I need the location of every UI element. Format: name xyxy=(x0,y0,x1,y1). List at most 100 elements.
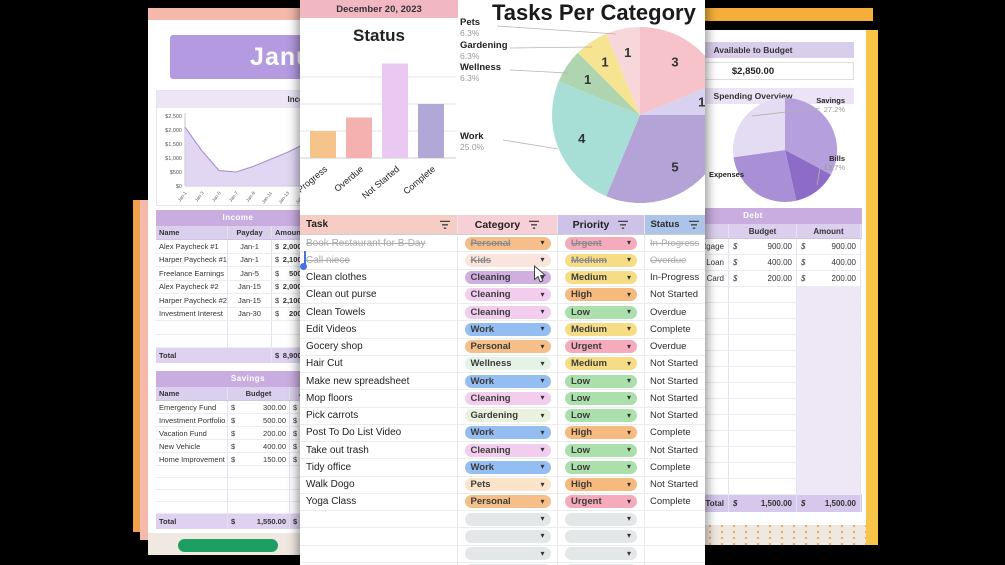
filter-icon[interactable] xyxy=(617,220,629,230)
category-pill[interactable]: Personal ▾ xyxy=(464,495,551,509)
debt-amount-cell xyxy=(797,319,861,334)
status-cell xyxy=(645,546,705,562)
pie-slice-Wellness xyxy=(558,52,640,115)
debt-amount-cell xyxy=(797,287,861,302)
filter-icon[interactable] xyxy=(528,220,540,230)
priority-pill[interactable]: High ▾ xyxy=(565,426,637,440)
income-row: Alex Paycheck #2 Jan-15 $2,000.00 xyxy=(156,280,320,294)
work-callout: Work 25.0% xyxy=(460,131,484,152)
status-cell: Complete xyxy=(650,461,691,473)
priority-pill[interactable]: Low ▾ xyxy=(565,391,637,405)
chart-text: $1,500 xyxy=(165,142,182,148)
category-pill[interactable]: Work ▾ xyxy=(464,460,551,474)
priority-pill[interactable]: Low ▾ xyxy=(565,374,637,388)
priority-pill[interactable]: Low ▾ xyxy=(565,305,637,319)
debt-budget-cell xyxy=(729,431,797,446)
dropdown-arrow-icon: ▾ xyxy=(626,272,631,282)
debt-name-cell xyxy=(644,383,729,398)
priority-pill[interactable]: Low ▾ xyxy=(565,409,637,423)
priority-pill[interactable]: Urgent ▾ xyxy=(565,340,637,354)
category-pill[interactable]: Work ▾ xyxy=(464,322,551,336)
sheet-tab-pill[interactable] xyxy=(178,539,278,552)
savings-budget-cell xyxy=(228,478,290,489)
income-total-label: Total xyxy=(156,348,272,363)
task-row: Tidy office Work ▾ Low ▾ Complete xyxy=(300,459,705,477)
category-pill[interactable]: Pets ▾ xyxy=(464,478,551,492)
mouse-cursor-icon xyxy=(534,265,547,283)
category-pie-title: Tasks Per Category xyxy=(492,0,696,25)
status-cell: Not Started xyxy=(650,358,699,370)
debt-total-amount: $1,500.00 xyxy=(797,495,861,512)
filter-icon[interactable] xyxy=(688,220,700,230)
savings-total-label: Total xyxy=(156,514,228,529)
debt-name-cell xyxy=(644,479,729,494)
category-pill[interactable]: Cleaning ▾ xyxy=(464,391,551,405)
category-pill[interactable]: Cleaning ▾ xyxy=(464,305,551,319)
category-pill[interactable]: ▾ xyxy=(464,512,551,526)
task-row: Yoga Class Personal ▾ Urgent ▾ Complete xyxy=(300,493,705,511)
debt-budget-cell xyxy=(729,303,797,318)
status-column-label: Status xyxy=(650,219,680,230)
category-pill[interactable]: Cleaning ▾ xyxy=(464,288,551,302)
status-cell: Overdue xyxy=(650,306,687,318)
debt-name-cell xyxy=(644,351,729,366)
spending-pie-chart xyxy=(732,97,838,202)
dropdown-arrow-icon: ▾ xyxy=(540,531,545,541)
priority-pill[interactable]: High ▾ xyxy=(565,478,637,492)
priority-pill[interactable]: Medium ▾ xyxy=(565,322,637,336)
category-cell: Gardening ▾ xyxy=(458,407,558,424)
category-pill[interactable]: Gardening ▾ xyxy=(464,409,551,423)
priority-pill[interactable]: Urgent ▾ xyxy=(565,236,637,250)
category-pill[interactable]: Personal ▾ xyxy=(464,340,551,354)
task-row: Clean out purse Cleaning ▾ High ▾ Not Started xyxy=(300,286,705,304)
status-cell xyxy=(645,528,705,544)
savings-name-cell: Investment Portfolio xyxy=(156,414,228,426)
priority-pill[interactable]: ▾ xyxy=(565,512,637,526)
savings-name-cell: Vacation Fund xyxy=(156,427,228,439)
task-cell xyxy=(300,511,458,528)
savings-total-budget: $1,550.00 xyxy=(228,514,290,529)
savings-name-cell: New Vehicle xyxy=(156,440,228,452)
priority-pill[interactable]: ▾ xyxy=(565,547,637,561)
category-pill[interactable]: Cleaning ▾ xyxy=(464,271,551,285)
priority-pill[interactable]: Low ▾ xyxy=(565,460,637,474)
status-cell: Overdue xyxy=(650,341,687,353)
status-cell: In-Progress xyxy=(650,272,700,284)
category-pill[interactable]: ▾ xyxy=(464,529,551,543)
category-pill[interactable]: ▾ xyxy=(464,547,551,561)
chart-text: Jan-5 xyxy=(211,190,222,202)
priority-pill[interactable]: Medium ▾ xyxy=(565,357,637,371)
pie-slice-Pets xyxy=(606,26,640,115)
status-cell: Complete xyxy=(650,427,691,439)
priority-pill[interactable]: Medium ▾ xyxy=(565,271,637,285)
category-pill[interactable]: Cleaning ▾ xyxy=(464,443,551,457)
savings-callout-label: Savings xyxy=(816,96,845,105)
category-pill[interactable]: Personal ▾ xyxy=(464,236,551,250)
task-row: Gocery shop Personal ▾ Urgent ▾ Overdue xyxy=(300,338,705,356)
category-pill[interactable]: Work ▾ xyxy=(464,426,551,440)
task-row: Walk Dogo Pets ▾ High ▾ Not Started xyxy=(300,476,705,494)
priority-pill[interactable]: Urgent ▾ xyxy=(565,495,637,509)
dropdown-arrow-icon: ▾ xyxy=(626,307,631,317)
dropdown-arrow-icon: ▾ xyxy=(626,548,631,558)
chart-text: Jan-3 xyxy=(194,190,205,202)
income-name-cell: Alex Paycheck #2 xyxy=(156,280,228,293)
category-pill[interactable]: Wellness ▾ xyxy=(464,357,551,371)
priority-pill[interactable]: Medium ▾ xyxy=(565,253,637,267)
task-empty-row: ▾▾ xyxy=(300,511,705,529)
wellness-callout-label: Wellness xyxy=(460,62,502,73)
category-pill[interactable]: Kids ▾ xyxy=(464,253,551,267)
category-cell: Wellness ▾ xyxy=(458,355,558,372)
filter-icon[interactable] xyxy=(439,220,451,230)
priority-pill[interactable]: ▾ xyxy=(565,529,637,543)
priority-pill[interactable]: Low ▾ xyxy=(565,443,637,457)
debt-budget-cell xyxy=(729,351,797,366)
debt-name-cell xyxy=(644,399,729,414)
savings-budget-cell xyxy=(228,490,290,501)
category-cell: Personal ▾ xyxy=(458,338,558,355)
income-name-cell xyxy=(156,334,228,347)
priority-pill[interactable]: High ▾ xyxy=(565,288,637,302)
category-pill[interactable]: Work ▾ xyxy=(464,374,551,388)
priority-cell: Low ▾ xyxy=(558,304,645,321)
